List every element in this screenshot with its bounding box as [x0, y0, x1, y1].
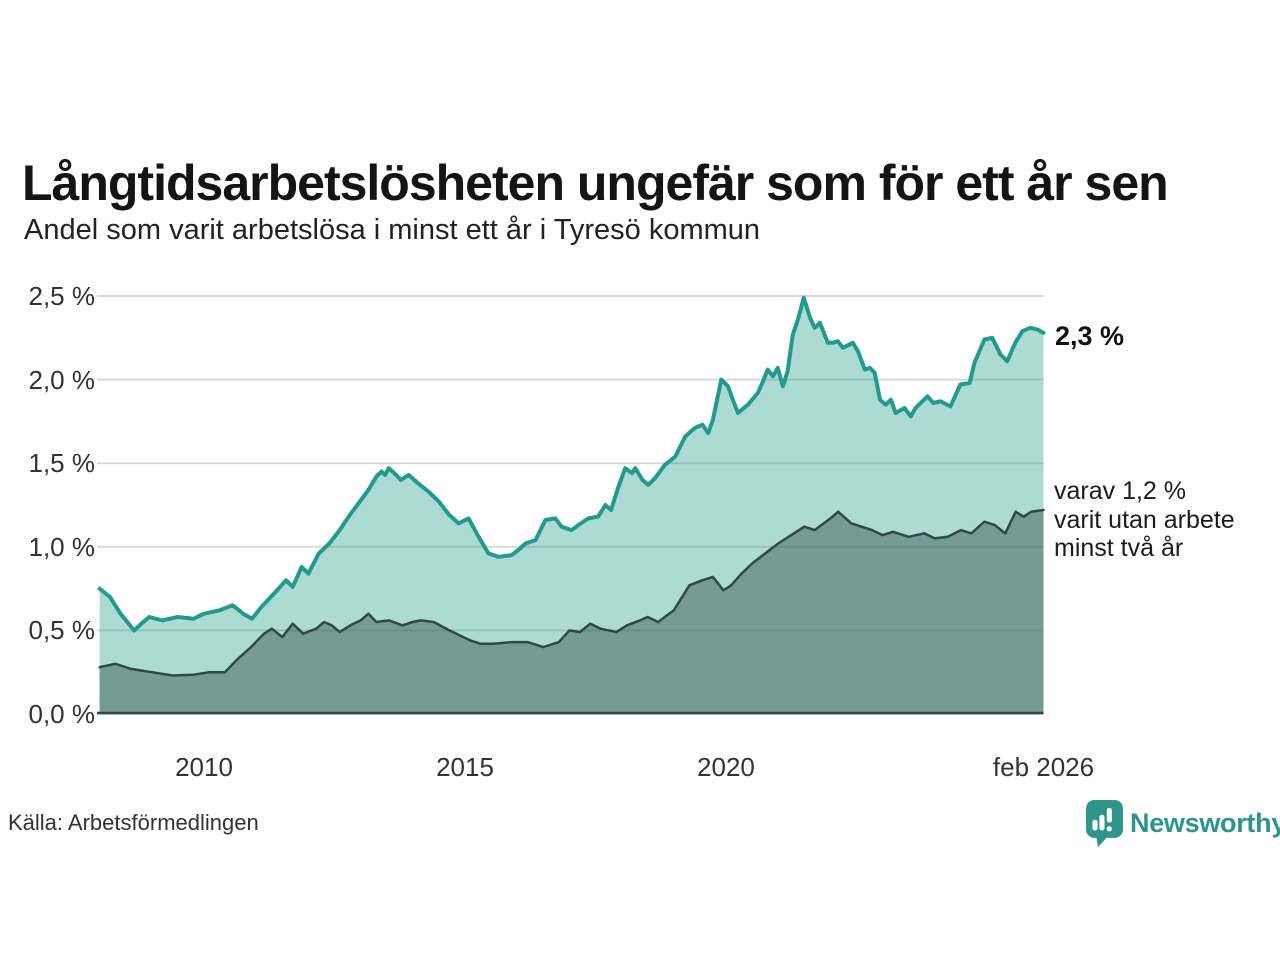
- annotation-line: varav 1,2 %: [1054, 477, 1187, 505]
- newsworthy-logo-icon: [1086, 800, 1123, 853]
- page-title: Långtidsarbetslösheten ungefär som för e…: [22, 154, 1169, 211]
- x-tick-label: 2010: [175, 752, 233, 782]
- newsworthy-brand: Newsworthy: [1086, 800, 1280, 853]
- annotation-line: minst två år: [1054, 534, 1184, 562]
- x-tick-label: 2015: [436, 752, 494, 782]
- y-tick-label: 0,0 %: [28, 699, 96, 729]
- series-two-year-annotation: varav 1,2 % varit utan arbete minst två …: [1054, 477, 1235, 563]
- x-tick-label: 2020: [697, 752, 755, 782]
- annotation-line: varit utan arbete: [1054, 505, 1235, 534]
- source-attribution: Källa: Arbetsförmedlingen: [8, 810, 259, 835]
- series-end-value-label: 2,3 %: [1055, 321, 1125, 351]
- y-tick-label: 2,0 %: [28, 364, 96, 395]
- chart-subtitle: Andel som varit arbetslösa i minst ett å…: [24, 214, 761, 246]
- y-tick-label: 2,5 %: [28, 281, 96, 311]
- x-tick-label: feb 2026: [992, 752, 1095, 782]
- y-tick-label: 1,0 %: [28, 531, 96, 562]
- y-tick-label: 1,5 %: [28, 448, 96, 479]
- newsworthy-wordmark: Newsworthy: [1130, 808, 1280, 838]
- y-tick-label: 0,5 %: [28, 615, 96, 646]
